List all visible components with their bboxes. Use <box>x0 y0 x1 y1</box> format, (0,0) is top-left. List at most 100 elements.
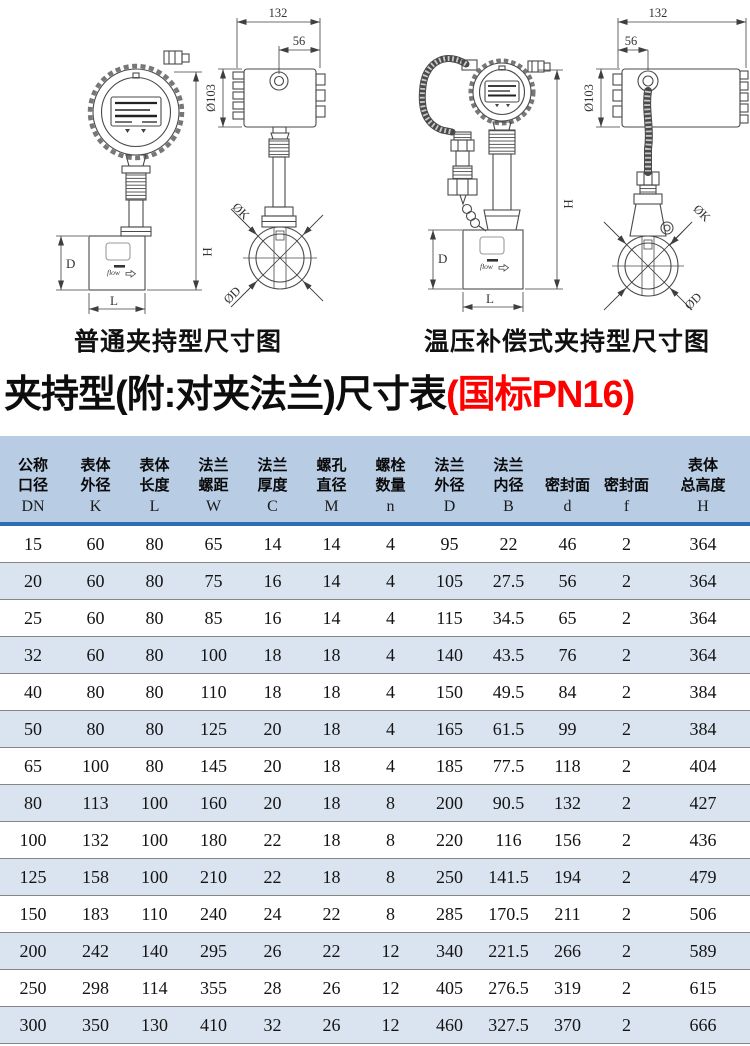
table-cell: 404 <box>656 747 750 785</box>
table-header-row: 公称 口径 DN 表体 外径 K 表体 长度 L 法兰 螺距 W 法兰 厚度 C 螺孔 直径 M 螺栓 数量 n 法兰 外径… <box>0 436 750 526</box>
table-cell: 95 <box>420 524 479 563</box>
table-cell: 242 <box>66 932 125 970</box>
table-row: 125 158 100 210 22 18 8 250 141.5 194 2 479 <box>0 858 750 896</box>
table-cell: 2 <box>597 599 656 637</box>
table-cell: 14 <box>302 599 361 637</box>
table-cell: 43.5 <box>479 636 538 674</box>
diagram-section: 132 56 Ø103 H D L ØK ØD flow <box>0 0 750 358</box>
table-cell: 4 <box>361 636 420 674</box>
table-cell: 384 <box>656 710 750 748</box>
table-cell: 185 <box>420 747 479 785</box>
table-cell: 28 <box>243 969 302 1007</box>
column-header: 表体 长度 L <box>125 436 184 526</box>
meter-front-view <box>87 50 190 291</box>
table-cell: 18 <box>302 710 361 748</box>
table-cell: 18 <box>243 636 302 674</box>
dimension-lines <box>428 18 747 312</box>
table-cell: 132 <box>538 784 597 822</box>
table-cell: 355 <box>184 969 243 1007</box>
table-row: 32 60 80 100 18 18 4 140 43.5 76 2 364 <box>0 636 750 674</box>
dim-label-diaK: ØK <box>229 200 252 223</box>
table-cell: 4 <box>361 524 420 563</box>
table-cell: 2 <box>597 1006 656 1044</box>
table-cell: 240 <box>184 895 243 933</box>
table-cell: 8 <box>361 821 420 859</box>
table-cell: 298 <box>66 969 125 1007</box>
dim-label-dia103: Ø103 <box>204 84 218 112</box>
table-cell: 80 <box>125 524 184 563</box>
table-cell: 113 <box>66 784 125 822</box>
table-cell: 77.5 <box>479 747 538 785</box>
table-cell: 116 <box>479 821 538 859</box>
table-cell: 4 <box>361 562 420 600</box>
table-cell: 100 <box>125 821 184 859</box>
table-cell: 8 <box>361 895 420 933</box>
table-cell: 20 <box>243 710 302 748</box>
table-cell: 60 <box>66 599 125 637</box>
table-cell: 18 <box>302 747 361 785</box>
table-cell: 2 <box>597 858 656 896</box>
table-cell: 84 <box>538 673 597 711</box>
table-cell: 18 <box>302 858 361 896</box>
table-cell: 110 <box>125 895 184 933</box>
table-cell: 2 <box>597 710 656 748</box>
table-cell: 18 <box>243 673 302 711</box>
table-cell: 2 <box>597 969 656 1007</box>
table-cell: 26 <box>243 932 302 970</box>
table-cell: 125 <box>184 710 243 748</box>
table-cell: 285 <box>420 895 479 933</box>
table-cell: 99 <box>538 710 597 748</box>
table-cell: 211 <box>538 895 597 933</box>
dim-label-L: L <box>486 291 494 306</box>
table-cell: 300 <box>0 1006 66 1044</box>
table-cell: 14 <box>243 524 302 563</box>
dim-label-H: H <box>200 247 215 256</box>
table-cell: 210 <box>184 858 243 896</box>
dim-label-56: 56 <box>625 34 638 48</box>
table-cell: 4 <box>361 747 420 785</box>
dim-label-D: D <box>438 251 447 266</box>
dim-label-diaD: ØD <box>682 290 705 313</box>
table-cell: 340 <box>420 932 479 970</box>
table-cell: 194 <box>538 858 597 896</box>
table-cell: 12 <box>361 932 420 970</box>
column-header: 法兰 厚度 C <box>243 436 302 526</box>
table-cell: 427 <box>656 784 750 822</box>
table-cell: 140 <box>420 636 479 674</box>
page-title-main: 夹持型(附:对夹法兰)尺寸表 <box>4 374 447 416</box>
table-cell: 18 <box>302 784 361 822</box>
table-cell: 16 <box>243 599 302 637</box>
caption-ordinary-clamp: 普通夹持型尺寸图 <box>73 328 282 356</box>
table-cell: 436 <box>656 821 750 859</box>
table-cell: 16 <box>243 562 302 600</box>
table-cell: 4 <box>361 599 420 637</box>
table-cell: 65 <box>184 524 243 563</box>
table-row: 15 60 80 65 14 14 4 95 22 46 2 364 <box>0 524 750 563</box>
dim-label-dia103: Ø103 <box>582 84 596 112</box>
table-cell: 27.5 <box>479 562 538 600</box>
table-cell: 18 <box>302 821 361 859</box>
table-cell: 76 <box>538 636 597 674</box>
dim-label-L: L <box>110 293 118 308</box>
table-cell: 350 <box>66 1006 125 1044</box>
table-cell: 180 <box>184 821 243 859</box>
table-cell: 8 <box>361 784 420 822</box>
table-cell: 60 <box>66 524 125 563</box>
table-cell: 32 <box>0 636 66 674</box>
table-cell: 100 <box>125 858 184 896</box>
table-cell: 589 <box>656 932 750 970</box>
table-cell: 118 <box>538 747 597 785</box>
table-cell: 56 <box>538 562 597 600</box>
table-cell: 370 <box>538 1006 597 1044</box>
table-row: 100 132 100 180 22 18 8 220 116 156 2 436 <box>0 821 750 859</box>
table-cell: 2 <box>597 821 656 859</box>
ordinary-clamp-diagram: 132 56 Ø103 H D L ØK ØD flow <box>56 6 326 314</box>
table-cell: 295 <box>184 932 243 970</box>
table-cell: 364 <box>656 524 750 563</box>
table-cell: 2 <box>597 524 656 563</box>
table-cell: 75 <box>184 562 243 600</box>
table-cell: 80 <box>125 562 184 600</box>
caption-tp-compensated-clamp: 温压补偿式夹持型尺寸图 <box>423 328 710 356</box>
table-cell: 20 <box>0 562 66 600</box>
table-cell: 200 <box>0 932 66 970</box>
